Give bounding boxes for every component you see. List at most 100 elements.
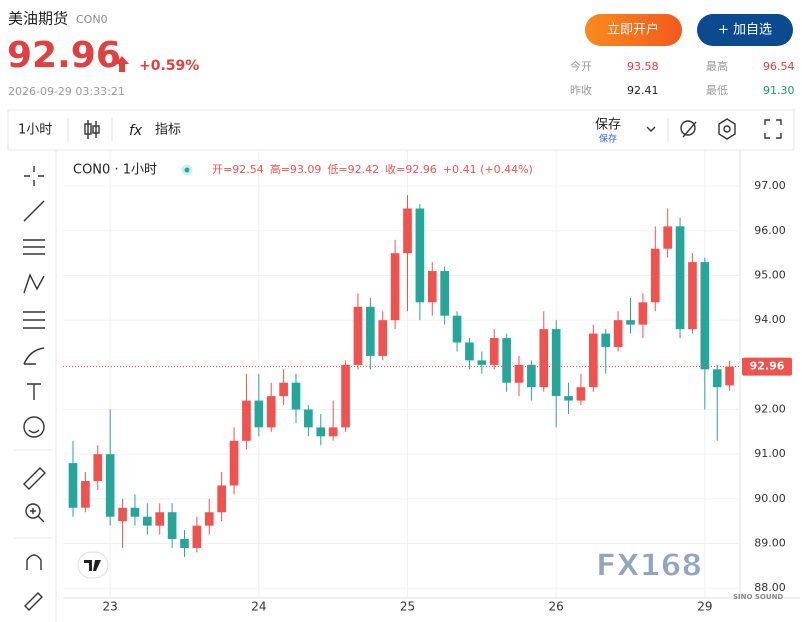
candle-body bbox=[725, 366, 734, 386]
candle-body bbox=[650, 248, 660, 303]
candle-body bbox=[663, 226, 673, 249]
candle-body bbox=[316, 427, 326, 437]
candle-body bbox=[304, 409, 313, 428]
candle-body bbox=[279, 382, 288, 397]
price: 92.96 bbox=[7, 35, 121, 76]
stat-value: 91.30 bbox=[763, 84, 795, 97]
candle-body bbox=[415, 208, 425, 303]
last-price-box bbox=[742, 357, 792, 376]
legend-high: 高=93.09 bbox=[270, 162, 322, 176]
candle-body bbox=[155, 512, 165, 526]
watchlist-button[interactable] bbox=[697, 14, 793, 46]
indicators[interactable]: 指标 bbox=[155, 123, 181, 138]
candle-body bbox=[527, 364, 536, 388]
candle-body bbox=[440, 271, 450, 316]
candle-body bbox=[93, 454, 103, 481]
y-tick-label: 97.00 bbox=[754, 179, 786, 192]
legend-close: 收=92.96 bbox=[385, 162, 437, 176]
legend-symbol: CON0 · 1小时 bbox=[73, 163, 157, 178]
candle-body bbox=[403, 208, 412, 254]
tv-logo bbox=[77, 551, 109, 579]
title: 美油期货 bbox=[8, 10, 68, 28]
y-tick-label: 95.00 bbox=[754, 269, 786, 282]
alert-icon[interactable] bbox=[680, 120, 697, 138]
change: +0.59% bbox=[139, 58, 199, 74]
fx-icon[interactable]: fx bbox=[129, 123, 143, 139]
save[interactable]: 保存 bbox=[595, 118, 621, 133]
watchlist-label[interactable]: + 加自选 bbox=[718, 23, 772, 38]
candle-body bbox=[712, 369, 722, 388]
y-tick-label: 90.00 bbox=[754, 492, 786, 505]
interval[interactable]: 1小时 bbox=[18, 123, 52, 138]
stat-value: 96.54 bbox=[763, 60, 795, 73]
corner-logo: SINO SOUND bbox=[733, 593, 783, 601]
candle-body bbox=[365, 306, 375, 356]
up-arrow bbox=[115, 56, 129, 72]
legend-change: +0.41 (+0.44%) bbox=[443, 163, 533, 176]
candle-body bbox=[588, 333, 598, 388]
stat-label: 今开 bbox=[570, 59, 592, 73]
candle-body bbox=[390, 253, 400, 321]
legend-dot bbox=[181, 164, 193, 176]
candle-body bbox=[266, 396, 276, 428]
timestamp: 2026-09-29 03:33:21 bbox=[8, 85, 125, 98]
candle-body bbox=[105, 454, 115, 517]
watermark: FX168 bbox=[596, 549, 702, 584]
candle-body bbox=[142, 516, 152, 526]
candle-body bbox=[217, 485, 227, 513]
candle-body bbox=[204, 512, 214, 526]
candle-body bbox=[242, 400, 251, 441]
candle-body bbox=[229, 440, 239, 486]
candle-body bbox=[353, 306, 363, 365]
candle-body bbox=[688, 262, 697, 330]
stat-label: 最高 bbox=[706, 59, 728, 73]
open-account-button[interactable] bbox=[585, 14, 682, 46]
candle-body bbox=[465, 342, 474, 361]
last-price-label: 92.96 bbox=[750, 360, 785, 373]
x-tick-label: 24 bbox=[251, 600, 266, 614]
y-tick-label: 92.00 bbox=[754, 403, 786, 416]
candle-body bbox=[180, 539, 189, 548]
candle-body bbox=[427, 271, 437, 303]
candle-body bbox=[576, 387, 586, 401]
candle-body bbox=[118, 507, 127, 522]
candle-body bbox=[502, 338, 511, 383]
candle-body bbox=[514, 364, 524, 383]
candle-body bbox=[539, 329, 549, 388]
candle-icon[interactable] bbox=[84, 120, 100, 139]
candle-body bbox=[68, 463, 78, 508]
candle-body bbox=[254, 400, 264, 428]
legend-low: 低=92.42 bbox=[327, 163, 379, 176]
settings-icon[interactable] bbox=[718, 118, 736, 140]
candle-body bbox=[291, 382, 301, 410]
stat-label: 最低 bbox=[706, 84, 728, 97]
candle-body bbox=[700, 262, 710, 370]
candle-body bbox=[81, 480, 90, 508]
candle-body bbox=[477, 360, 487, 365]
candle-body bbox=[601, 333, 611, 347]
stat-label: 昨收 bbox=[570, 83, 592, 97]
candle-body bbox=[192, 525, 202, 548]
y-tick-label: 96.00 bbox=[754, 224, 786, 237]
toolbar bbox=[7, 109, 795, 151]
candle-body bbox=[551, 329, 561, 397]
candle-body bbox=[638, 302, 648, 325]
settings-icon-dot bbox=[723, 125, 731, 133]
stat-value: 93.58 bbox=[627, 60, 659, 73]
candle-body bbox=[341, 364, 350, 428]
candle-body bbox=[378, 320, 388, 356]
candle-body bbox=[613, 320, 623, 347]
candle-body bbox=[675, 226, 685, 330]
candle-body bbox=[328, 427, 338, 437]
save-sub: 保存 bbox=[599, 133, 617, 145]
stat-value: 92.41 bbox=[627, 84, 659, 97]
drawing-tools[interactable] bbox=[14, 166, 52, 611]
legend-open: 开=92.54 bbox=[212, 163, 264, 176]
y-tick-label: 94.00 bbox=[754, 313, 786, 326]
open-account-label[interactable]: 立即开户 bbox=[607, 22, 659, 38]
chevron[interactable] bbox=[646, 126, 656, 132]
candle-body bbox=[130, 507, 140, 517]
fullscreen-icon[interactable] bbox=[764, 119, 782, 139]
